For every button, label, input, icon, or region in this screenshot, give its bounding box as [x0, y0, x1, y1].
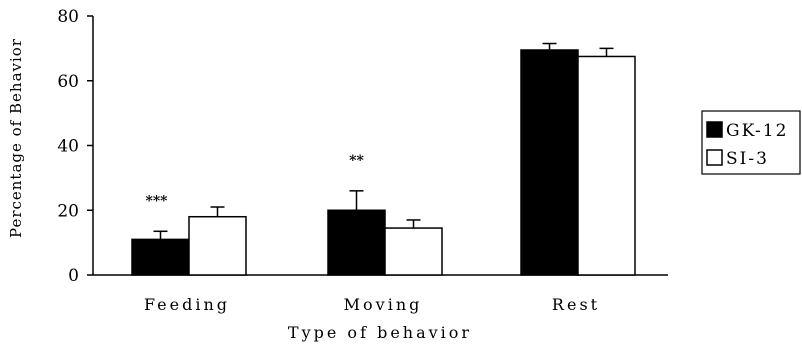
legend-label-gk-12: GK-12 [726, 121, 788, 141]
y-tick-label: 60 [57, 72, 79, 92]
y-tick-label: 80 [57, 7, 79, 27]
y-tick-label: 40 [57, 137, 79, 157]
category-label-feeding: Feeding [144, 295, 230, 314]
bar-si-3-feeding [188, 215, 247, 276]
y-axis-title: Percentage of Behavior [7, 38, 25, 238]
bar-gk-12-feeding [131, 238, 190, 276]
bars-group: ***** [131, 42, 636, 276]
legend: GK-12 SI-3 [701, 110, 801, 175]
bar-gk-12-moving [327, 209, 386, 276]
legend-swatch-si-3 [706, 149, 723, 166]
category-label-moving: Moving [344, 295, 423, 314]
y-tick-label: 0 [68, 266, 79, 286]
category-label-rest: Rest [552, 295, 600, 314]
y-tick-label: 20 [57, 201, 79, 221]
bar-si-3-rest [577, 55, 636, 276]
bar-si-3-moving [384, 227, 443, 276]
legend-swatch-gk-12 [706, 121, 723, 138]
y-axis: 0 20 40 60 80 [57, 7, 94, 286]
x-axis-title: Type of behavior [288, 323, 472, 342]
bar-gk-12-rest [520, 49, 579, 276]
significance-marker: *** [146, 193, 169, 209]
legend-label-si-3: SI-3 [726, 149, 769, 169]
significance-marker: ** [349, 153, 364, 169]
